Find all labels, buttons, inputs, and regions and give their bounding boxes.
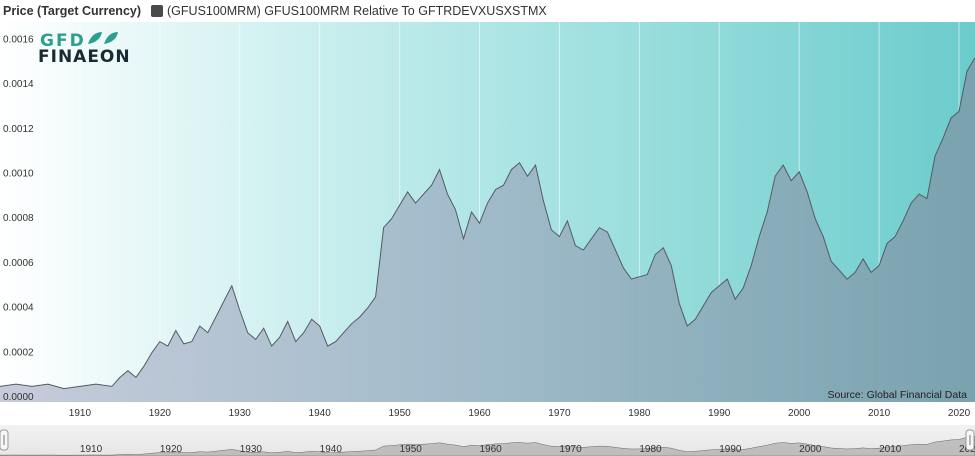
navigator-label: 1970: [559, 444, 582, 455]
y-tick-label: 0.0010: [3, 168, 34, 179]
y-tick-label: 0.0016: [3, 34, 34, 45]
x-tick-label: 1980: [628, 408, 651, 419]
y-tick-label: 0.0004: [3, 303, 34, 314]
navigator[interactable]: 1910 1920 1930 1940 1950 1960 1970 1980 1990 2000…: [0, 425, 975, 456]
x-axis-ticks: 1910 1920 1930 1940 1950 1960 1970 1980 1990 2000…: [69, 408, 971, 419]
source-note: Source: Global Financial Data: [828, 389, 968, 401]
chart-title: Price (Target Currency): [3, 4, 142, 18]
navigator-label: 1960: [480, 444, 503, 455]
x-tick-label: 2000: [788, 408, 811, 419]
navigator-left-handle[interactable]: [0, 429, 9, 451]
navigator-label: 2000: [799, 444, 822, 455]
navigator-right-handle[interactable]: [965, 429, 975, 451]
navigator-label: 1930: [240, 444, 263, 455]
y-tick-label: 0.0008: [3, 213, 34, 224]
x-tick-label: 2010: [868, 408, 891, 419]
x-tick-label: 1990: [708, 408, 731, 419]
navigator-label: 2010: [879, 444, 902, 455]
legend-swatch: [151, 5, 164, 17]
legend-item[interactable]: (GFUS100MRM) GFUS100MRM Relative To GFTR…: [151, 4, 547, 18]
x-tick-label: 1910: [69, 408, 92, 419]
navigator-label: 1920: [160, 444, 183, 455]
y-tick-label: 0.0012: [3, 124, 34, 135]
gfd-finaeon-logo: GFD FINAEON: [38, 31, 131, 67]
chart-header: Price (Target Currency) (GFUS100MRM) GFU…: [0, 0, 975, 22]
navigator-label: 1990: [719, 444, 742, 455]
x-tick-label: 1970: [548, 408, 571, 419]
navigator-label: 1950: [400, 444, 423, 455]
legend-label: (GFUS100MRM) GFUS100MRM Relative To GFTR…: [167, 4, 547, 18]
x-tick-label: 1920: [149, 408, 172, 419]
y-tick-label: 0.0002: [3, 347, 34, 358]
logo-line1: GFD: [40, 31, 86, 51]
navigator-label: 1980: [639, 444, 662, 455]
y-tick-label: 0.0014: [3, 79, 34, 90]
y-tick-label: 0.0006: [3, 258, 34, 269]
x-tick-label: 1950: [388, 408, 411, 419]
y-tick-label: 0.0000: [3, 392, 34, 403]
navigator-label: 1910: [80, 444, 103, 455]
x-tick-label: 1930: [229, 408, 252, 419]
navigator-series: [0, 436, 975, 456]
x-tick-label: 2020: [948, 408, 971, 419]
logo-line2: FINAEON: [38, 47, 131, 67]
series-line: [0, 57, 975, 390]
leaf-icon: [88, 32, 118, 44]
series-area: [0, 57, 975, 403]
x-tick-label: 1960: [468, 408, 491, 419]
navigator-label: 1940: [320, 444, 343, 455]
x-tick-label: 1940: [309, 408, 332, 419]
y-axis-ticks: 0.0000 0.0002 0.0004 0.0006 0.0008 0.0010 0.00…: [3, 34, 34, 403]
